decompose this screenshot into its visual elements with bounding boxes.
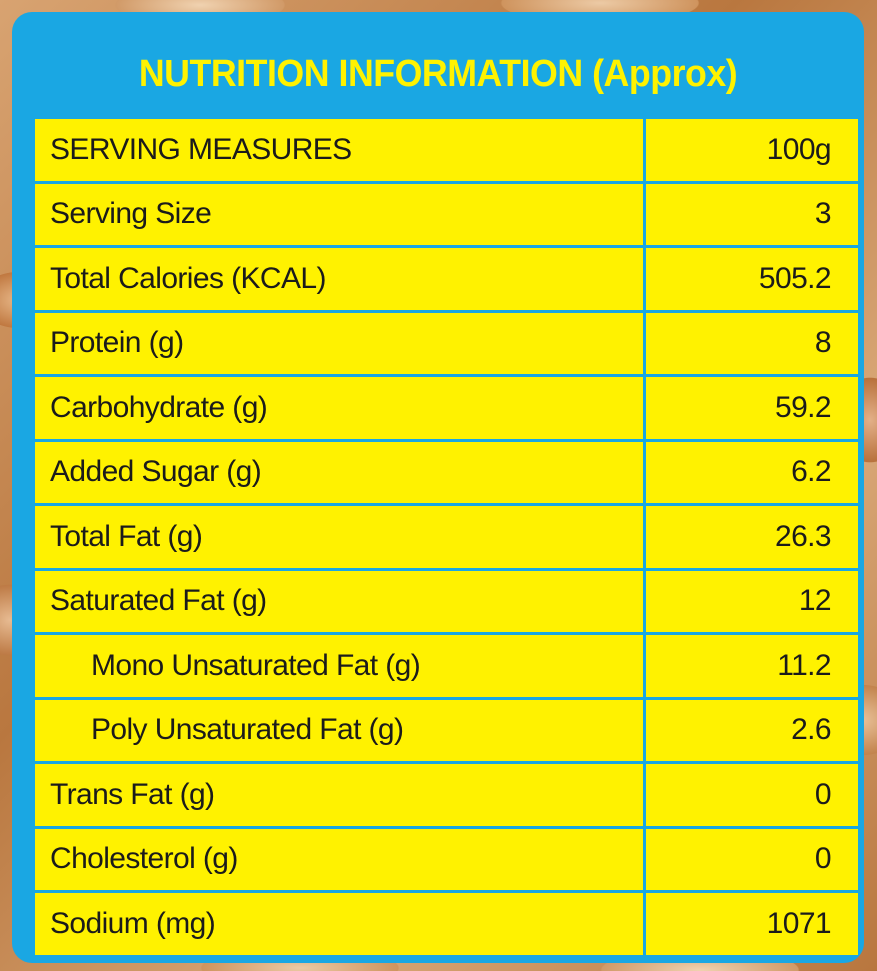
- table-row: Poly Unsaturated Fat (g) 2.6: [35, 699, 868, 761]
- nutrition-title: NUTRITION INFORMATION (Approx): [138, 53, 738, 95]
- nutrient-value: 1071: [646, 893, 858, 955]
- table-row: Total Calories (KCAL) 505.2: [35, 248, 868, 310]
- table-row: Sodium (mg) 1071: [35, 893, 868, 955]
- nutrient-label: Total Fat (g): [35, 506, 643, 568]
- nutrient-value: 8: [646, 312, 858, 374]
- nutrient-label: Cholesterol (g): [35, 828, 643, 890]
- nutrient-label: Saturated Fat (g): [35, 570, 643, 632]
- nutrient-value: 11.2: [646, 635, 858, 697]
- table-row: Cholesterol (g) 0: [35, 828, 868, 890]
- nutrient-value: 505.2: [646, 248, 858, 310]
- nutrient-label: Mono Unsaturated Fat (g): [35, 635, 643, 697]
- table-row: SERVING MEASURES 100g: [35, 119, 868, 181]
- nutrient-label: Protein (g): [35, 312, 643, 374]
- table-row: Mono Unsaturated Fat (g) 11.2: [35, 635, 868, 697]
- nutrient-label: Trans Fat (g): [35, 764, 643, 826]
- nutrient-value: 59.2: [646, 377, 858, 439]
- nutrient-label: Sodium (mg): [35, 893, 643, 955]
- nutrient-value: 2.6: [646, 699, 858, 761]
- nutrient-label: SERVING MEASURES: [35, 119, 643, 181]
- nutrition-table: SERVING MEASURES 100g Serving Size 3 Total C…: [35, 119, 868, 958]
- table-row: Saturated Fat (g) 12: [35, 570, 868, 632]
- nutrient-label: Poly Unsaturated Fat (g): [35, 699, 643, 761]
- table-row: Carbohydrate (g) 59.2: [35, 377, 868, 439]
- table-row: Serving Size 3: [35, 183, 868, 245]
- nutrient-value: 0: [646, 828, 858, 890]
- nutrient-value: 26.3: [646, 506, 858, 568]
- nutrient-label: Added Sugar (g): [35, 441, 643, 503]
- nutrient-label: Serving Size: [35, 183, 643, 245]
- table-row: Total Fat (g) 26.3: [35, 506, 868, 568]
- nutrient-value: 12: [646, 570, 858, 632]
- table-row: Added Sugar (g) 6.2: [35, 441, 868, 503]
- table-row: Protein (g) 8: [35, 312, 868, 374]
- nutrient-value: 3: [646, 183, 858, 245]
- nutrient-value: 100g: [646, 119, 858, 181]
- nutrient-value: 6.2: [646, 441, 858, 503]
- nutrition-panel: NUTRITION INFORMATION (Approx) SERVING M…: [12, 12, 864, 963]
- nutrient-label: Carbohydrate (g): [35, 377, 643, 439]
- table-row: Trans Fat (g) 0: [35, 764, 868, 826]
- nutrient-value: 0: [646, 764, 858, 826]
- nutrient-label: Total Calories (KCAL): [35, 248, 643, 310]
